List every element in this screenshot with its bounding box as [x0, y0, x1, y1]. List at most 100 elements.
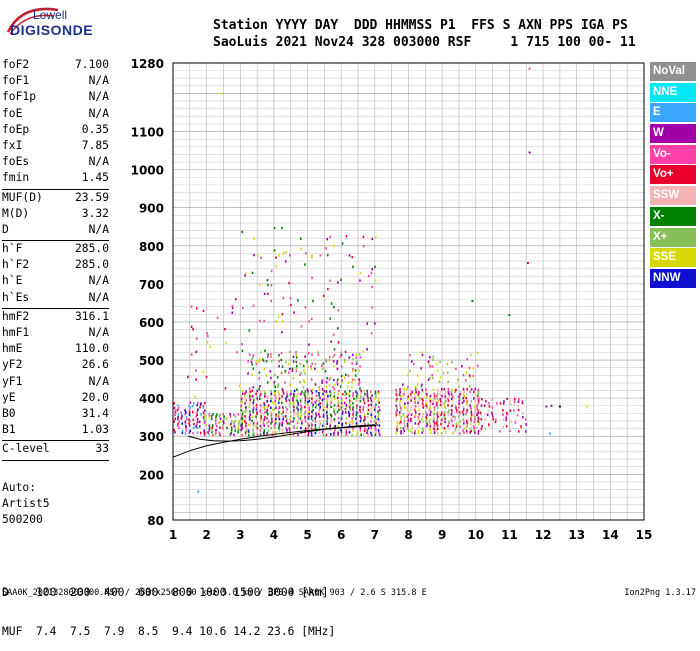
echo-point: [263, 319, 265, 323]
echo-point: [454, 390, 457, 393]
echo-point: [181, 415, 183, 418]
echo-point: [455, 367, 457, 371]
echo-point: [410, 388, 412, 392]
echo-point: [351, 434, 353, 437]
echo-point: [256, 411, 258, 414]
echo-point: [234, 426, 236, 429]
echo-point: [260, 417, 262, 420]
echo-point: [348, 412, 351, 416]
echo-point: [275, 396, 277, 400]
echo-point: [410, 417, 412, 421]
echo-point: [424, 390, 427, 393]
echo-point: [329, 394, 332, 397]
echo-point: [429, 427, 431, 431]
echo-point: [256, 253, 259, 257]
echo-point: [326, 403, 329, 407]
echo-point: [414, 385, 417, 389]
echo-point: [416, 383, 419, 386]
echo-point: [292, 425, 295, 428]
echo-point: [399, 402, 401, 405]
echo-point: [478, 408, 480, 412]
echo-point: [429, 406, 431, 409]
echo-point: [270, 269, 273, 273]
echo-point: [341, 433, 343, 437]
echo-point: [251, 271, 254, 275]
echo-point: [332, 355, 335, 359]
echo-point: [483, 404, 486, 407]
echo-point: [245, 409, 247, 412]
echo-point: [452, 424, 454, 427]
echo-point: [432, 388, 435, 391]
echo-point: [295, 369, 298, 373]
echo-point: [421, 402, 424, 405]
echo-point: [332, 386, 334, 389]
echo-point: [413, 432, 416, 435]
echo-point: [481, 398, 483, 401]
echo-point: [333, 378, 335, 382]
echo-point: [446, 371, 449, 374]
echo-point: [402, 413, 405, 416]
echo-point: [406, 415, 409, 418]
echo-point: [277, 254, 280, 257]
echo-point: [450, 390, 453, 394]
echo-point: [437, 432, 439, 435]
echo-point: [455, 404, 457, 407]
echo-point: [219, 420, 222, 423]
echo-point: [417, 408, 420, 412]
echo-point: [375, 431, 377, 434]
echo-point: [251, 419, 254, 423]
echo-point: [436, 388, 439, 391]
echo-point: [420, 351, 423, 354]
echo-point: [429, 365, 431, 368]
echo-point: [355, 395, 358, 398]
param-row: fxI 7.85: [2, 139, 167, 155]
echo-point: [300, 325, 303, 328]
echo-point: [455, 425, 458, 428]
echo-point: [234, 415, 237, 418]
echo-point: [274, 385, 276, 388]
echo-point: [248, 353, 251, 356]
echo-point: [259, 404, 262, 407]
echo-point: [306, 401, 309, 404]
echo-point: [220, 92, 223, 95]
echo-point: [414, 401, 417, 404]
echo-point: [322, 415, 325, 418]
echo-point: [188, 424, 191, 427]
echo-point: [421, 353, 424, 357]
echo-point: [374, 265, 376, 269]
echo-point: [237, 424, 240, 427]
echo-point: [241, 306, 244, 310]
echo-point: [178, 420, 181, 423]
echo-point: [259, 351, 262, 354]
echo-point: [233, 433, 235, 437]
echo-point: [378, 433, 381, 436]
echo-point: [328, 383, 331, 387]
echo-point: [477, 390, 480, 394]
echo-point: [318, 399, 320, 403]
echo-point: [340, 417, 343, 420]
echo-point: [199, 431, 202, 435]
echo-point: [403, 429, 406, 433]
echo-point: [225, 417, 228, 420]
echo-point: [330, 392, 333, 395]
echo-point: [197, 408, 199, 411]
echo-point: [358, 353, 361, 356]
echo-point: [340, 353, 343, 357]
echo-point: [474, 387, 477, 391]
echo-point: [259, 429, 262, 432]
echo-point: [229, 423, 232, 427]
echo-point: [267, 404, 270, 407]
echo-point: [266, 431, 269, 435]
echo-point: [202, 371, 205, 374]
echo-point: [412, 363, 415, 366]
param-label: yE: [2, 390, 16, 404]
echo-point: [270, 411, 272, 414]
echo-point: [274, 389, 276, 393]
echo-point: [395, 432, 398, 435]
echo-point: [315, 399, 318, 402]
echo-point: [275, 413, 277, 416]
y-tick-label: 400: [139, 392, 164, 406]
echo-point: [263, 431, 265, 434]
echo-point: [322, 294, 325, 298]
param-label: foEs: [2, 155, 30, 169]
